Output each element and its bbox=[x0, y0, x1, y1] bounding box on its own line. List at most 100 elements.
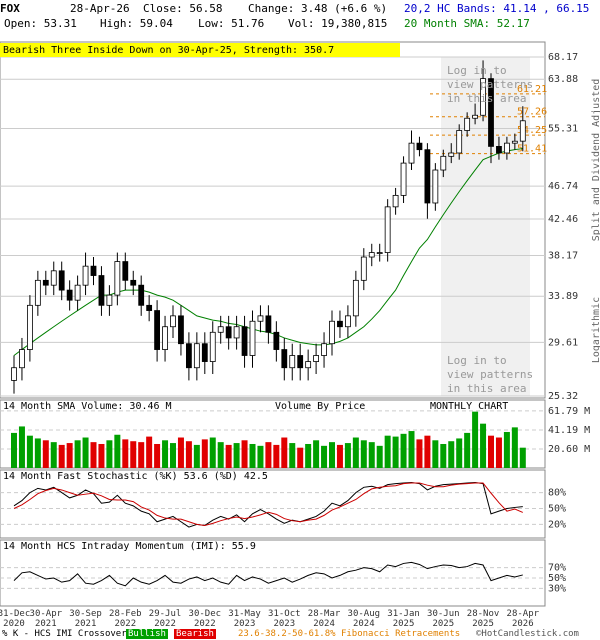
x-tick-label: 28-Feb 2022 bbox=[109, 609, 142, 629]
candle-body bbox=[305, 361, 312, 369]
sma-legend: 20 Month SMA: 52.17 bbox=[404, 17, 530, 30]
volume-bar bbox=[265, 442, 272, 468]
panel-title: 14 Month HCS Intraday Momentum (IMI): 55… bbox=[3, 541, 256, 552]
symbol: FOX bbox=[0, 2, 20, 15]
x-tick-label: 30-Dec 2022 bbox=[188, 609, 222, 629]
volume-bar bbox=[352, 437, 359, 468]
x-tick-label: 31-May 2023 bbox=[228, 609, 261, 629]
volume-bar bbox=[424, 435, 431, 468]
volume-bar bbox=[495, 437, 502, 468]
x-tick-label: 31-Dec 2020 bbox=[0, 609, 31, 629]
fib-label: 61.21 bbox=[517, 84, 547, 95]
volume-bar bbox=[162, 440, 169, 468]
candle-body bbox=[217, 326, 224, 333]
line bbox=[13, 482, 523, 526]
candle-body bbox=[344, 315, 351, 328]
volume-bar bbox=[122, 439, 129, 468]
candle-body bbox=[456, 130, 463, 154]
scale-label: Logarithmic bbox=[591, 297, 600, 363]
volume-bar bbox=[170, 443, 176, 468]
volume-bar bbox=[503, 431, 510, 468]
candle-body bbox=[257, 315, 264, 322]
volume-bar bbox=[114, 434, 121, 468]
candle-body bbox=[50, 270, 57, 286]
volume-bar bbox=[185, 441, 192, 468]
x-tick-label: 31-Jan 2025 bbox=[387, 609, 420, 629]
date: 28-Apr-26 bbox=[70, 2, 130, 15]
x-tick-label: 31-Oct 2023 bbox=[268, 609, 301, 629]
candle-body bbox=[11, 367, 17, 381]
x-tick-label: 30-Aug 2024 bbox=[347, 609, 381, 629]
volume-bar bbox=[209, 437, 216, 468]
volume-bar bbox=[368, 442, 375, 468]
volume-bar bbox=[90, 442, 97, 468]
x-tick-label: 30-Sep 2021 bbox=[69, 609, 102, 629]
volume-bar bbox=[42, 440, 49, 468]
candle-body bbox=[488, 78, 494, 147]
candle-body bbox=[82, 265, 89, 286]
volume-bar bbox=[82, 437, 89, 468]
volume-bar bbox=[432, 440, 439, 468]
volume-bar bbox=[217, 442, 224, 468]
volume-bar bbox=[98, 443, 105, 468]
volume-bar bbox=[400, 433, 407, 468]
candle-body bbox=[464, 117, 471, 131]
y-tick-label: 20.60 M bbox=[548, 444, 590, 455]
candle-body bbox=[448, 152, 455, 157]
x-tick-label: 28-Mar 2024 bbox=[307, 609, 341, 629]
y-tick-label: 63.88 bbox=[548, 74, 578, 85]
volume-bar bbox=[130, 441, 137, 468]
volume-bar bbox=[58, 444, 65, 468]
volume-bar bbox=[249, 443, 256, 468]
candle-body bbox=[74, 284, 81, 301]
volume-bar bbox=[146, 436, 153, 468]
y-tick-label: 33.89 bbox=[548, 291, 578, 302]
volume-bar bbox=[440, 443, 447, 468]
y-tick-label: 68.17 bbox=[548, 52, 578, 63]
open: Open: 53.31 bbox=[4, 17, 77, 30]
candle-body bbox=[368, 252, 375, 258]
candle-body bbox=[66, 289, 73, 301]
y-tick-label: 41.19 M bbox=[548, 425, 590, 436]
y-tick-label: 38.17 bbox=[548, 251, 578, 262]
candle-body bbox=[122, 261, 129, 281]
y-tick-label: 25.32 bbox=[548, 391, 578, 402]
annotation: Volume By Price bbox=[275, 401, 365, 412]
candle-body bbox=[408, 142, 415, 164]
volume-bar bbox=[289, 443, 296, 468]
volume-bar bbox=[329, 442, 335, 468]
y-tick-label: 29.61 bbox=[548, 337, 578, 348]
volume-bar bbox=[360, 440, 367, 468]
low: Low: 51.76 bbox=[198, 17, 265, 30]
volume-bar bbox=[511, 427, 518, 468]
x-tick-label: 28-Apr 2026 bbox=[506, 609, 540, 629]
volume: Vol: 19,380,815 bbox=[288, 17, 388, 30]
volume-bar bbox=[193, 444, 200, 468]
volume-bar bbox=[74, 440, 81, 468]
candle-body bbox=[233, 326, 240, 339]
fib-label: 51.41 bbox=[517, 144, 547, 155]
annotation: MONTHLY CHART bbox=[430, 401, 508, 412]
candle-body bbox=[154, 310, 161, 350]
candle-body bbox=[138, 284, 145, 306]
bearish-label: Bearish bbox=[174, 629, 216, 639]
candle-body bbox=[106, 294, 113, 306]
y-tick-label: 42.46 bbox=[548, 214, 578, 225]
y-tick-label: 46.74 bbox=[548, 181, 578, 192]
candle-body bbox=[225, 326, 232, 339]
panel-frame bbox=[0, 41, 546, 399]
volume-bar bbox=[488, 435, 494, 468]
volume-bar bbox=[384, 435, 391, 468]
candle-body bbox=[384, 206, 391, 253]
candle-body bbox=[321, 343, 327, 356]
candle-body bbox=[496, 146, 502, 154]
candle-body bbox=[241, 326, 248, 356]
change: Change: 3.48 (+6.6 %) bbox=[248, 2, 388, 15]
fib-label: 57.26 bbox=[517, 107, 547, 118]
candle-body bbox=[519, 120, 526, 142]
volume-bar bbox=[66, 443, 73, 468]
candle-body bbox=[352, 279, 359, 317]
y-tick-label: 80% bbox=[548, 488, 566, 499]
